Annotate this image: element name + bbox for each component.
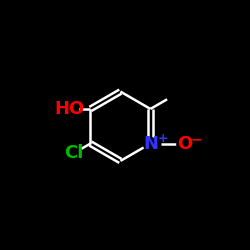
Text: O: O xyxy=(177,134,192,152)
Text: N: N xyxy=(143,134,158,152)
Text: HO: HO xyxy=(54,100,84,118)
Text: Cl: Cl xyxy=(64,144,84,162)
Text: −: − xyxy=(191,132,202,146)
Text: +: + xyxy=(158,132,168,145)
